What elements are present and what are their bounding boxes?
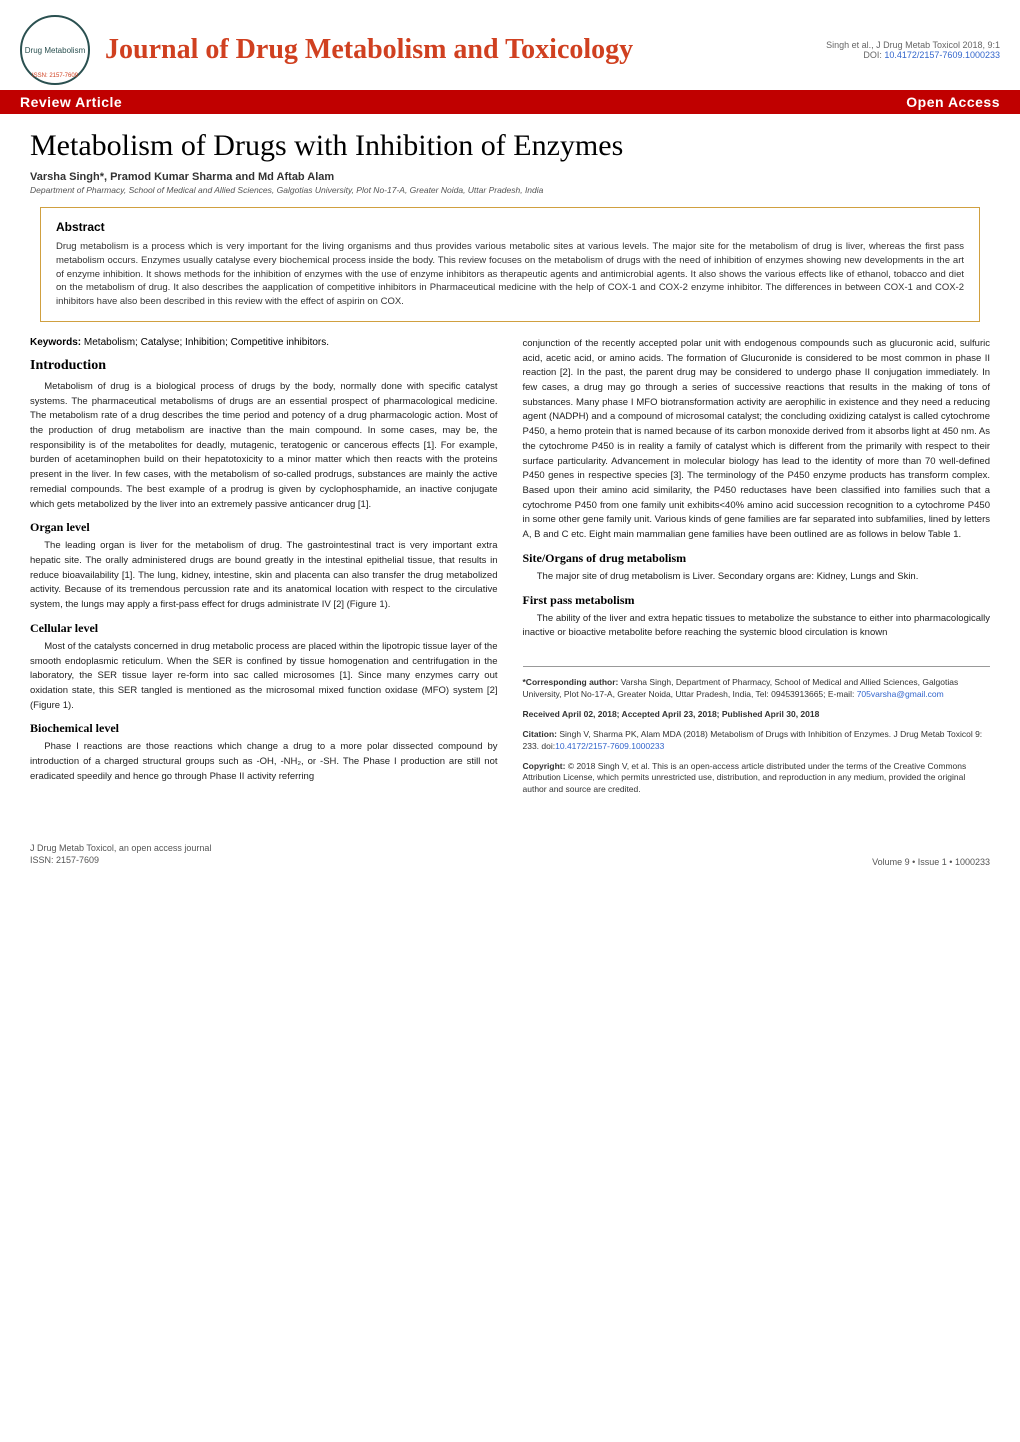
organ-level-heading: Organ level (30, 520, 498, 535)
abstract-box: Abstract Drug metabolism is a process wh… (40, 207, 980, 322)
footer-right: Volume 9 • Issue 1 • 1000233 (872, 857, 990, 867)
banner-left: Review Article (20, 94, 122, 110)
cellular-level-heading: Cellular level (30, 621, 498, 636)
copyright-text: © 2018 Singh V, et al. This is an open-a… (523, 761, 967, 795)
doi-link[interactable]: 10.4172/2157-7609.1000233 (884, 50, 1000, 60)
two-column-body: Keywords: Metabolism; Catalyse; Inhibiti… (30, 337, 990, 804)
footer-left: J Drug Metab Toxicol, an open access jou… (30, 843, 211, 866)
footer-issn: ISSN: 2157-7609 (30, 855, 211, 867)
header-meta: Singh et al., J Drug Metab Toxicol 2018,… (826, 40, 1000, 60)
article-type-banner: Review Article Open Access (0, 90, 1020, 114)
cellular-paragraph: Most of the catalysts concerned in drug … (30, 640, 498, 714)
doi-line: DOI: 10.4172/2157-7609.1000233 (826, 50, 1000, 60)
footer-journal: J Drug Metab Toxicol, an open access jou… (30, 843, 211, 855)
dates-text: Received April 02, 2018; Accepted April … (523, 709, 820, 719)
copyright-line: Copyright: © 2018 Singh V, et al. This i… (523, 761, 991, 797)
keywords-text: Metabolism; Catalyse; Inhibition; Compet… (84, 337, 329, 348)
article-title: Metabolism of Drugs with Inhibition of E… (30, 129, 990, 163)
keywords-label: Keywords: (30, 337, 84, 348)
citation-label: Citation: (523, 729, 560, 739)
introduction-heading: Introduction (30, 358, 498, 374)
abstract-heading: Abstract (56, 220, 964, 234)
keywords: Keywords: Metabolism; Catalyse; Inhibiti… (30, 337, 498, 348)
citation-short: Singh et al., J Drug Metab Toxicol 2018,… (826, 40, 1000, 50)
citation-line: Citation: Singh V, Sharma PK, Alam MDA (… (523, 729, 991, 753)
biochemical-level-heading: Biochemical level (30, 721, 498, 736)
doi-label: DOI: (863, 50, 884, 60)
corresponding-author: *Corresponding author: Varsha Singh, Dep… (523, 677, 991, 701)
corresponding-label: *Corresponding author: (523, 677, 621, 687)
affiliation: Department of Pharmacy, School of Medica… (30, 185, 990, 195)
intro-paragraph: Metabolism of drug is a biological proce… (30, 380, 498, 512)
journal-title: Journal of Drug Metabolism and Toxicolog… (105, 33, 633, 67)
organ-paragraph: The leading organ is liver for the metab… (30, 539, 498, 613)
citation-doi[interactable]: 10.4172/2157-7609.1000233 (555, 741, 664, 751)
biochem-paragraph: Phase I reactions are those reactions wh… (30, 740, 498, 784)
corresponding-email[interactable]: 705varsha@gmail.com (857, 689, 944, 699)
header: Drug Metabolism ISSN: 2157-7609 Journal … (0, 0, 1020, 90)
left-column: Keywords: Metabolism; Catalyse; Inhibiti… (30, 337, 498, 804)
col2-continuation: conjunction of the recently accepted pol… (523, 337, 991, 543)
first-pass-heading: First pass metabolism (523, 593, 991, 608)
abstract-text: Drug metabolism is a process which is ve… (56, 240, 964, 309)
journal-logo: Drug Metabolism ISSN: 2157-7609 (20, 15, 90, 85)
corresponding-info-box: *Corresponding author: Varsha Singh, Dep… (523, 666, 991, 796)
copyright-label: Copyright: (523, 761, 568, 771)
logo-issn: ISSN: 2157-7609 (32, 73, 78, 79)
site-paragraph: The major site of drug metabolism is Liv… (523, 570, 991, 585)
site-organs-heading: Site/Organs of drug metabolism (523, 551, 991, 566)
dates-line: Received April 02, 2018; Accepted April … (523, 709, 991, 721)
firstpass-paragraph: The ability of the liver and extra hepat… (523, 612, 991, 641)
logo-text: Drug Metabolism (25, 46, 85, 55)
article-content: Metabolism of Drugs with Inhibition of E… (0, 114, 1020, 834)
authors: Varsha Singh*, Pramod Kumar Sharma and M… (30, 171, 990, 183)
right-column: conjunction of the recently accepted pol… (523, 337, 991, 804)
page-footer: J Drug Metab Toxicol, an open access jou… (0, 834, 1020, 881)
banner-right: Open Access (906, 94, 1000, 110)
